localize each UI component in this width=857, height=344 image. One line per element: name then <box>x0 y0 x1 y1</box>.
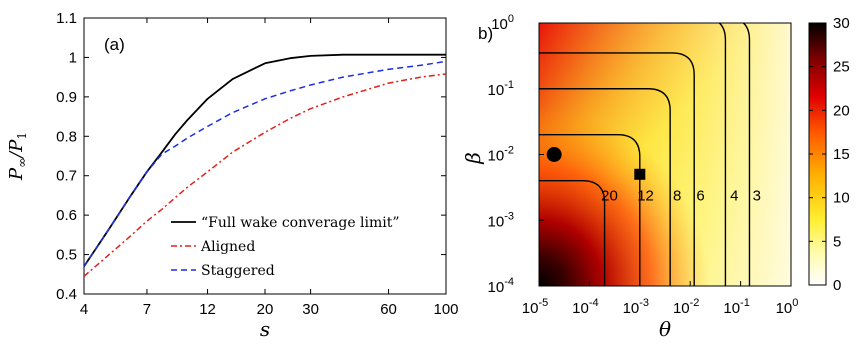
b-y-tick-label: 100 <box>491 13 514 33</box>
contour-label: 3 <box>753 187 761 204</box>
colorbar-tick-label: 20 <box>833 102 850 119</box>
contour-line-20 <box>539 179 606 286</box>
panel-a-series-group <box>84 53 446 277</box>
a-y-tick-label: 0.7 <box>56 168 77 185</box>
b-y-tick-label: 10-3 <box>488 210 514 230</box>
contour-line-6 <box>539 52 695 286</box>
a-y-tick-label: 1 <box>69 49 77 66</box>
heatmap-field <box>539 23 791 286</box>
a-x-tick-label: 7 <box>143 301 151 318</box>
panel-a-y-axis-label: P∞/P1 <box>6 132 29 181</box>
contour-label: 20 <box>601 187 618 204</box>
heatmap-core <box>539 23 791 286</box>
b-x-tick-label: 10-5 <box>522 297 548 317</box>
a-x-tick-label: 100 <box>433 301 458 318</box>
legend-label-staggered: Staggered <box>201 263 275 279</box>
colorbar-ticks: 0 5 10 15 20 25 30 <box>809 15 850 294</box>
panel-a-plot-frame <box>83 17 447 295</box>
contour-labels: 20 12 8 6 4 3 <box>601 187 761 204</box>
circle-marker <box>546 147 562 162</box>
b-x-tick-label: 100 <box>776 297 799 317</box>
colorbar-tick-label: 5 <box>833 233 841 250</box>
legend-label-aligned: Aligned <box>200 239 255 255</box>
a-x-tick-label: 4 <box>80 301 88 318</box>
a-x-tick-label: 30 <box>302 301 319 318</box>
contour-label: 8 <box>673 187 681 204</box>
panel-b-label: b) <box>478 24 493 43</box>
panel-a-ticks: 4 7 12 20 30 60 100 0.4 0.5 0.6 0.7 0.8 0.9 1 1.1 <box>56 10 458 318</box>
panel-a-label: (a) <box>104 35 125 54</box>
square-marker <box>634 168 646 180</box>
colorbar-tick-label: 10 <box>833 190 850 207</box>
panel-b-y-axis-label: β <box>461 152 485 165</box>
a-x-tick-label: 20 <box>257 301 274 318</box>
panel-b-x-axis-label: θ <box>659 317 671 341</box>
panel-a-x-axis-label: s <box>260 317 270 341</box>
b-y-tick-label: 10-4 <box>488 276 514 296</box>
a-y-tick-label: 0.8 <box>56 128 77 145</box>
a-y-tick-label: 0.4 <box>56 286 77 303</box>
contour-label: 6 <box>696 187 704 204</box>
a-y-tick-label: 0.6 <box>56 207 77 224</box>
heatmap-markers <box>546 147 646 180</box>
b-x-tick-label: 10-2 <box>673 297 699 317</box>
b-y-tick-label: 10-2 <box>488 145 514 165</box>
colorbar-tick-label: 25 <box>833 59 850 76</box>
panel-a-legend: “Full wake converage limit” Aligned Stag… <box>171 215 400 279</box>
panel-b-ticks: 10-5 10-4 10-3 10-2 10-1 100 10-4 10-3 10-2 10-1 1… <box>488 13 799 317</box>
b-x-tick-label: 10-4 <box>572 297 598 317</box>
legend-label-full-wake: “Full wake converage limit” <box>201 215 400 231</box>
a-x-tick-label: 60 <box>380 301 397 318</box>
colorbar-tick-label: 30 <box>833 15 850 32</box>
b-y-tick-label: 10-1 <box>488 79 514 99</box>
b-x-tick-label: 10-3 <box>623 297 649 317</box>
panel-b-heatmap: b) 10-5 10-4 10-3 10-2 10-1 10010-410-310-210… <box>461 13 850 341</box>
colorbar-tick-label: 0 <box>833 277 841 294</box>
series-line-2 <box>84 60 446 267</box>
a-y-tick-label: 1.1 <box>56 10 77 27</box>
colorbar-tick-label: 15 <box>833 146 850 163</box>
contour-line-8 <box>539 88 671 286</box>
a-y-tick-label: 0.9 <box>56 89 77 106</box>
a-y-tick-label: 0.5 <box>56 247 77 264</box>
contour-line-12 <box>539 134 641 286</box>
a-x-tick-label: 12 <box>199 301 216 318</box>
b-x-tick-label: 10-1 <box>723 297 749 317</box>
contour-label: 4 <box>730 187 738 204</box>
contour-label: 12 <box>637 187 654 204</box>
